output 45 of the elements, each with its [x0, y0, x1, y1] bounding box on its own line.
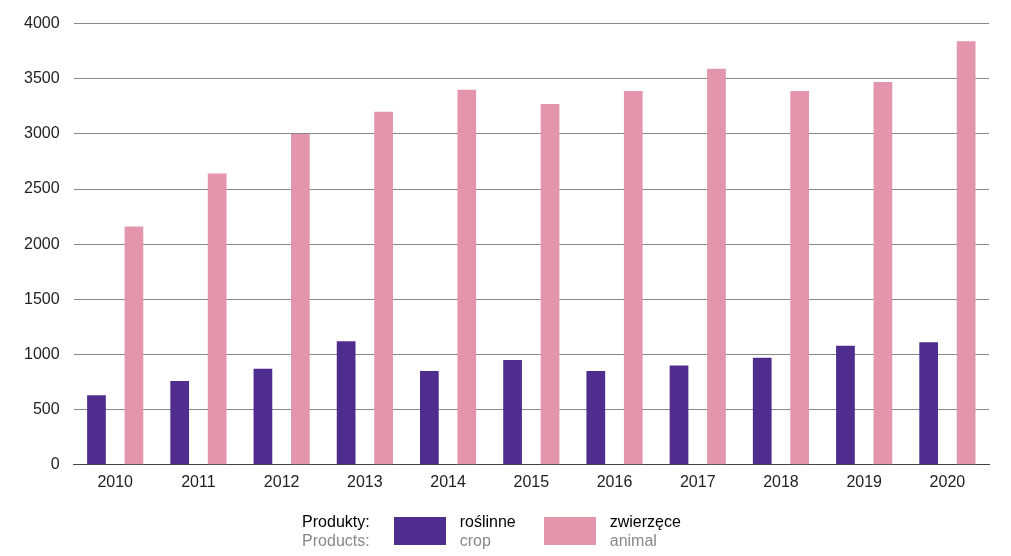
bar — [873, 82, 893, 465]
bar — [291, 133, 310, 465]
bar — [457, 89, 477, 465]
bar — [87, 395, 106, 465]
x-tick-label: 2016 — [596, 472, 633, 490]
bar — [207, 173, 227, 465]
y-tick-label: 2500 — [24, 179, 60, 197]
bar — [790, 90, 810, 465]
y-tick-label: 1500 — [24, 289, 60, 307]
legend-title: Produkty: Products: — [302, 512, 370, 550]
x-tick-label: 2015 — [513, 472, 550, 490]
bar — [374, 111, 393, 465]
bar — [540, 104, 560, 465]
x-tick-label: 2013 — [347, 472, 383, 490]
bar — [253, 368, 273, 465]
y-tick-label: 3500 — [24, 69, 60, 87]
bar — [419, 371, 439, 465]
bar — [623, 90, 643, 465]
x-tick-label: 2011 — [181, 472, 216, 490]
bar — [669, 365, 689, 465]
legend-label: zwierzęce animal — [609, 512, 681, 550]
bar — [919, 342, 939, 465]
legend-label: roślinne crop — [459, 512, 516, 550]
bar — [752, 357, 772, 465]
x-tick-label: 2017 — [679, 472, 716, 490]
x-tick-label: 2018 — [763, 472, 799, 490]
y-tick-label: 2000 — [24, 234, 60, 252]
y-tick-label: 1000 — [24, 344, 60, 362]
y-tick-label: 4000 — [24, 14, 60, 32]
x-tick-label: 2014 — [430, 472, 466, 490]
y-tick-label: 500 — [32, 400, 60, 418]
y-tick-label: 3000 — [24, 124, 60, 142]
bar — [170, 380, 190, 465]
bar — [707, 68, 726, 465]
bar — [836, 345, 855, 465]
y-tick-label: 0 — [50, 455, 60, 473]
bar — [336, 341, 356, 465]
x-tick-label: 2020 — [929, 472, 966, 490]
x-tick-label: 2019 — [846, 472, 883, 490]
bar — [124, 226, 144, 465]
bar — [956, 41, 976, 465]
bar — [586, 371, 606, 465]
bar — [503, 360, 522, 465]
x-tick-label: 2010 — [97, 472, 134, 490]
x-tick-label: 2012 — [263, 472, 300, 490]
